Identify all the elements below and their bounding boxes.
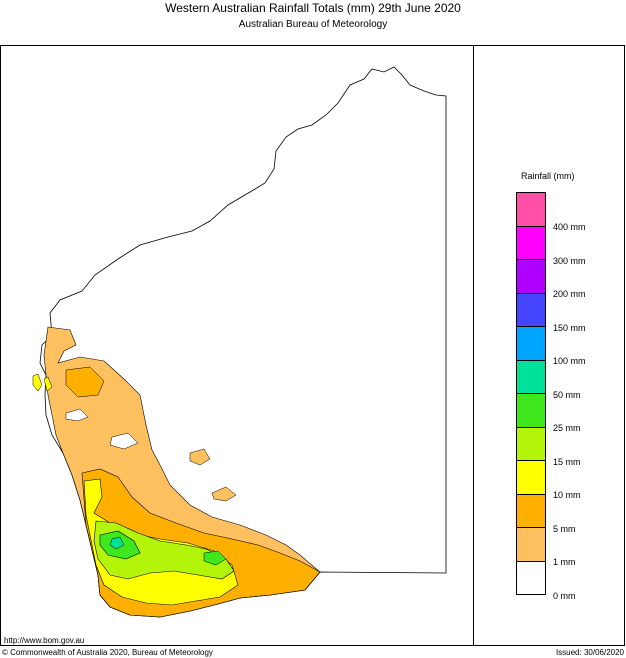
- rain-zone-1mm: [189, 448, 211, 466]
- legend-label: 200 mm: [553, 289, 586, 299]
- legend-swatch: [516, 360, 546, 394]
- legend-title: Rainfall (mm): [521, 171, 575, 181]
- legend-swatch: [516, 561, 546, 595]
- legend-swatch: [516, 192, 546, 227]
- rain-zone-25mm: [203, 550, 227, 566]
- legend-swatch: [516, 394, 546, 428]
- footer-url[interactable]: http://www.bom.gov.au: [4, 636, 85, 645]
- legend-swatch: [516, 226, 546, 260]
- legend-label: 50 mm: [553, 389, 581, 400]
- legend-color-bar: [516, 192, 546, 595]
- dry-patch: [65, 408, 89, 422]
- rain-zone-1mm: [211, 486, 237, 502]
- legend-swatch: [516, 528, 546, 562]
- legend-label: 1 mm: [553, 557, 576, 567]
- legend-label: 400 mm: [553, 222, 586, 232]
- map-frame: [0, 45, 625, 646]
- legend-label: 25 mm: [553, 423, 581, 433]
- rain-zone-10mm: [43, 376, 53, 392]
- copyright-notice: © Commonwealth of Australia 2020, Bureau…: [2, 648, 213, 657]
- map-subtitle: Australian Bureau of Meteorology: [238, 19, 388, 30]
- legend-swatch: [516, 293, 546, 327]
- legend-label: 150 mm: [553, 322, 586, 333]
- dry-patch: [109, 432, 139, 450]
- rain-zone-5mm: [65, 366, 105, 398]
- legend-divider: [473, 45, 474, 646]
- legend-label: 100 mm: [553, 356, 586, 366]
- legend-label: 15 mm: [553, 456, 581, 467]
- legend-swatch: [516, 494, 546, 528]
- rain-zone-50mm: [109, 536, 125, 550]
- legend-swatch: [516, 427, 546, 461]
- legend-label: 5 mm: [553, 523, 576, 534]
- legend-swatch: [516, 461, 546, 495]
- legend-label: 10 mm: [553, 490, 581, 500]
- legend-swatch: [516, 260, 546, 294]
- rain-zone-15mm: [93, 520, 235, 580]
- rain-zone-10mm: [32, 373, 43, 392]
- map-title: Western Australian Rainfall Totals (mm) …: [165, 1, 461, 15]
- issued-date: Issued: 30/06/2020: [555, 648, 624, 657]
- legend-label: 0 mm: [553, 590, 576, 601]
- legend-label: 300 mm: [553, 255, 586, 266]
- legend-swatch: [516, 327, 546, 361]
- rainfall-map: [32, 66, 447, 618]
